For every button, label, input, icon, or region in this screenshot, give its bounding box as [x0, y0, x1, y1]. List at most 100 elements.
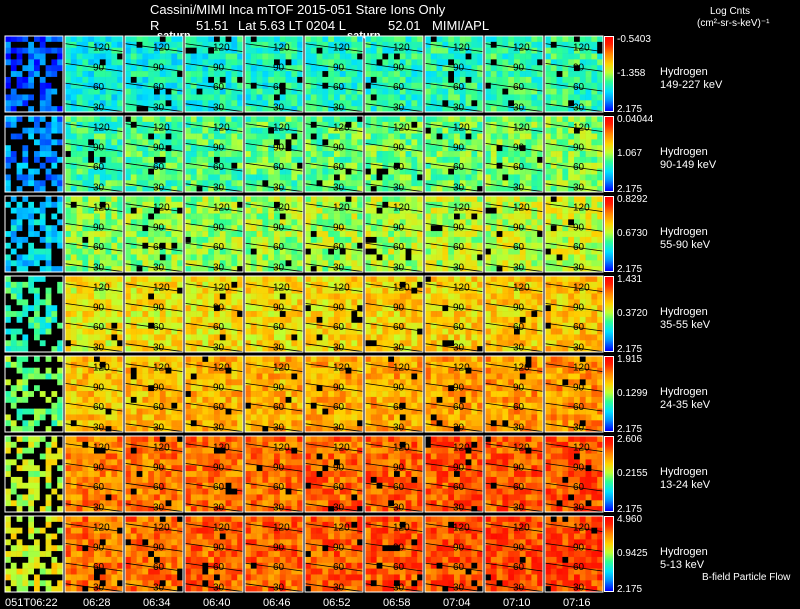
- heatmap-cell: [405, 65, 412, 72]
- heatmap-cell: [5, 65, 12, 72]
- heatmap-cell: [94, 76, 101, 84]
- heatmap-cell: [411, 59, 418, 66]
- heatmap-cell: [65, 53, 72, 60]
- heatmap-cell: [22, 156, 29, 164]
- heatmap-cell: [519, 260, 526, 267]
- heatmap-cell: [597, 260, 604, 267]
- heatmap-cell: [190, 219, 197, 226]
- heatmap-cell: [111, 106, 118, 113]
- heatmap-cell: [537, 116, 544, 123]
- heatmap-cell: [297, 186, 304, 193]
- heatmap-cell: [136, 53, 143, 60]
- heatmap-cell: [130, 236, 137, 244]
- heatmap-cell: [196, 151, 203, 158]
- heatmap-cell: [185, 293, 192, 300]
- heatmap-cell: [57, 260, 64, 267]
- heatmap-cell: [297, 65, 304, 72]
- heatmap-cell: [237, 305, 244, 312]
- heatmap-cell: [394, 242, 401, 249]
- heatmap-cell: [165, 174, 172, 181]
- heatmap-cell: [99, 133, 106, 140]
- heatmap-cell: [202, 254, 209, 261]
- contour-label: 120: [333, 123, 350, 134]
- heatmap-cell: [310, 328, 317, 335]
- heatmap-cell: [245, 346, 252, 353]
- heatmap-cell: [545, 53, 552, 60]
- heatmap-cell: [45, 287, 52, 294]
- contour-label: 60: [453, 242, 465, 253]
- heatmap-cell: [214, 47, 221, 54]
- heatmap-cell: [82, 186, 89, 193]
- heatmap-cell: [185, 231, 192, 238]
- heatmap-cell: [231, 201, 238, 208]
- heatmap-cell: [190, 196, 197, 203]
- heatmap-cell: [537, 213, 544, 220]
- heatmap-cell: [531, 76, 538, 84]
- heatmap-cell: [10, 88, 17, 95]
- heatmap-cell: [471, 219, 478, 226]
- heatmap-cell: [268, 133, 275, 140]
- heatmap-cell: [262, 225, 269, 232]
- heatmap-cell: [442, 168, 449, 175]
- heatmap-cell: [88, 225, 95, 232]
- heatmap-cell: [485, 242, 492, 249]
- heatmap-cell: [214, 287, 221, 294]
- heatmap-cell: [454, 145, 461, 152]
- heatmap-cell: [22, 254, 29, 261]
- heatmap-cell: [22, 174, 29, 181]
- heatmap-cell: [459, 231, 466, 238]
- heatmap-cell: [39, 168, 46, 175]
- heatmap-cell: [442, 36, 449, 43]
- contour-label: 60: [393, 242, 405, 253]
- heatmap-cell: [159, 76, 166, 84]
- heatmap-cell: [556, 47, 563, 54]
- heatmap-cell: [117, 65, 124, 72]
- contour-line: [184, 223, 244, 232]
- heatmap-cell: [94, 248, 101, 255]
- heatmap-cell: [245, 281, 252, 288]
- heatmap-cell: [34, 334, 41, 341]
- heatmap-cell: [45, 100, 52, 107]
- heatmap-cell: [185, 266, 192, 273]
- heatmap-cell: [345, 340, 352, 347]
- heatmap-cell: [130, 168, 137, 175]
- heatmap-cell: [262, 299, 269, 306]
- heatmap-cell: [334, 71, 341, 78]
- heatmap-cell: [51, 41, 58, 48]
- heatmap-cell: [22, 322, 29, 329]
- heatmap-cell: [177, 346, 184, 353]
- heatmap-cell: [208, 139, 215, 146]
- heatmap-cell: [585, 88, 592, 95]
- heatmap-cell: [568, 65, 575, 72]
- heatmap-cell: [545, 151, 552, 158]
- heatmap-cell: [154, 65, 161, 72]
- heatmap-cell: [196, 276, 203, 283]
- heatmap-cell: [154, 156, 161, 164]
- heatmap-cell: [225, 254, 232, 261]
- heatmap-cell: [70, 266, 77, 273]
- heatmap-cell: [136, 266, 143, 273]
- contour-line: [244, 123, 304, 133]
- heatmap-cell: [34, 65, 41, 72]
- heatmap-cell: [574, 145, 581, 152]
- heatmap-cell: [148, 311, 155, 318]
- heatmap-cell: [219, 196, 226, 203]
- heatmap-cell: [382, 174, 389, 181]
- heatmap-cell: [154, 151, 161, 158]
- heatmap-cell: [399, 133, 406, 140]
- heatmap-cell: [508, 254, 515, 261]
- heatmap-cell: [574, 106, 581, 113]
- heatmap-cell: [274, 82, 281, 89]
- contour-line: [544, 263, 604, 273]
- heatmap-cell: [585, 219, 592, 226]
- heatmap-cell: [250, 127, 257, 134]
- heatmap-cell: [502, 88, 509, 95]
- heatmap-cell: [291, 41, 298, 48]
- heatmap-cell: [262, 116, 269, 123]
- heatmap-cell: [28, 201, 35, 208]
- heatmap-cell: [519, 219, 526, 226]
- heatmap-cell: [394, 180, 401, 187]
- heatmap-cell: [185, 156, 192, 164]
- heatmap-cell: [256, 293, 263, 300]
- heatmap-cell: [496, 219, 503, 226]
